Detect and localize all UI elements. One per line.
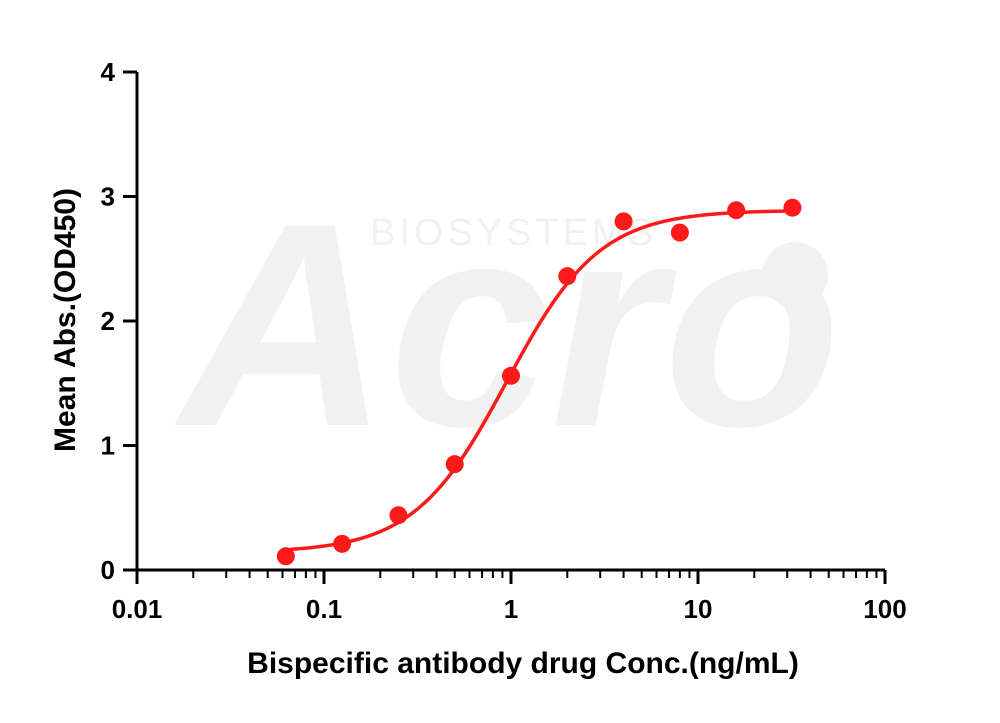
data-point [333,534,352,553]
x-tick-label: 0.01 [112,594,163,624]
x-tick-label: 1 [504,594,518,624]
x-axis-ticks: 0.01 0.1 1 10 100 [112,570,907,624]
x-tick-label: 10 [684,594,713,624]
watermark-dot [762,242,828,308]
x-axis-title: Bispecific antibody drug Conc.(ng/mL) [247,647,799,680]
watermark: Acro BIOSYSTEMS [171,163,841,487]
data-points [276,198,802,566]
y-tick-label: 0 [101,555,115,585]
data-point [445,455,464,474]
watermark-subtext: BIOSYSTEMS [370,212,657,254]
y-tick-label: 4 [101,57,116,87]
fit-curve [285,209,793,552]
data-point [670,223,689,242]
data-point [727,201,746,220]
y-tick-label: 2 [101,306,115,336]
data-point [558,267,577,286]
data-point [276,547,295,566]
data-point [783,198,802,217]
data-point [502,366,520,385]
x-tick-label: 0.1 [306,594,342,624]
watermark-text: Acro [171,163,841,487]
data-point [614,212,633,231]
y-axis-title: Mean Abs.(OD450) [49,188,82,452]
y-axis-ticks: 0 1 2 3 4 [101,57,137,585]
x-tick-label: 100 [863,594,906,624]
y-tick-label: 1 [101,431,115,461]
y-tick-label: 3 [101,182,115,212]
data-point [389,506,408,525]
